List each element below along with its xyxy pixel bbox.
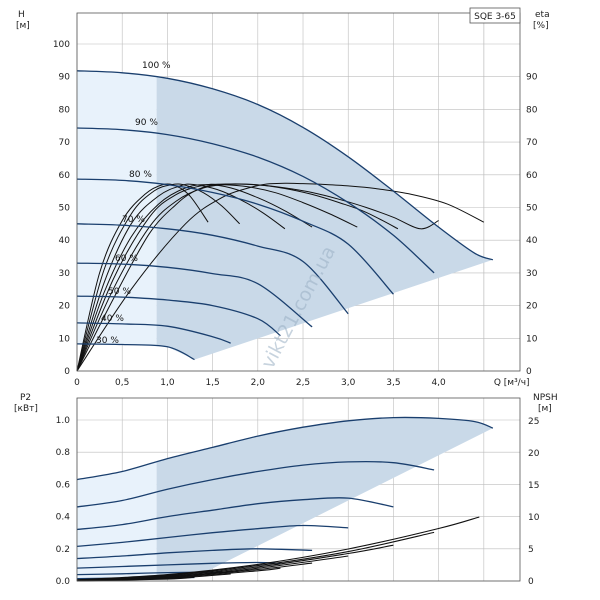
npsh-curve-8 bbox=[76, 576, 195, 582]
x-tick-label: 1,5 bbox=[205, 378, 219, 388]
npsh-tick-label: 10 bbox=[528, 513, 540, 523]
y-tick-label: 0 bbox=[64, 367, 70, 377]
p2-tick-label: 0.4 bbox=[56, 513, 71, 523]
x-tick-label: Q [м³/ч] bbox=[494, 378, 530, 388]
y-tick-label: 10 bbox=[59, 334, 71, 344]
head-curve-50 bbox=[76, 295, 281, 337]
model-label: SQE 3-65 bbox=[474, 12, 516, 22]
y-tick-label: 60 bbox=[59, 171, 71, 181]
x-tick-label: 0,5 bbox=[115, 378, 129, 388]
speed-label-100: 100 % bbox=[142, 61, 171, 71]
npsh-tick-label: 25 bbox=[528, 417, 539, 427]
eta-tick-label: 30 bbox=[526, 269, 538, 279]
p2-axis-unit: [кВт] bbox=[14, 404, 38, 414]
head-curve-40 bbox=[76, 322, 231, 344]
x-tick-label: 3,0 bbox=[341, 378, 356, 388]
speed-label-40: 40 % bbox=[101, 314, 124, 324]
head-curve-chart: 100 % 90 % 80 % 70 % 60 % 50 % 40 % 30 % 0 10 20 30… bbox=[16, 7, 550, 388]
light-operating-area bbox=[77, 461, 157, 579]
p2-tick-label: 1.0 bbox=[56, 416, 71, 426]
y-tick-label: 20 bbox=[59, 302, 71, 312]
p2-tick-label: 0.8 bbox=[56, 448, 71, 458]
speed-label-70: 70 % bbox=[122, 215, 145, 225]
speed-label-80: 80 % bbox=[129, 170, 152, 180]
x-tick-label: 1,0 bbox=[160, 378, 175, 388]
plot-frame bbox=[76, 397, 521, 582]
y-tick-label: 90 bbox=[59, 73, 71, 83]
y-tick-label: 30 bbox=[59, 269, 71, 279]
p2-tick-label: 0.6 bbox=[56, 480, 71, 490]
npsh-axis-unit: [м] bbox=[538, 404, 552, 414]
eta-curve-1 bbox=[76, 182, 485, 372]
x-tick-label: 3,5 bbox=[386, 378, 400, 388]
y-axis-unit: [м] bbox=[16, 21, 30, 31]
y-tick-label: 100 bbox=[53, 40, 70, 50]
eta-tick-label: 90 bbox=[526, 73, 538, 83]
eta-tick-label: 0 bbox=[526, 367, 532, 377]
y-tick-label: 50 bbox=[59, 204, 71, 214]
x-tick-label: 0 bbox=[74, 378, 80, 388]
head-curve-30 bbox=[76, 343, 195, 361]
p2-axis-label: P2 bbox=[20, 393, 31, 403]
light-operating-area bbox=[77, 70, 157, 347]
npsh-tick-label: 0 bbox=[528, 577, 534, 587]
plot-frame bbox=[76, 12, 521, 372]
operating-area bbox=[156, 77, 493, 360]
speed-label-50: 50 % bbox=[108, 287, 131, 297]
head-curve-60 bbox=[76, 262, 313, 328]
power-curve-3 bbox=[76, 497, 394, 531]
y-tick-label: 40 bbox=[59, 236, 71, 246]
x-tick-label: 2,0 bbox=[251, 378, 266, 388]
eta-tick-label: 70 bbox=[526, 138, 538, 148]
eta-tick-label: 40 bbox=[526, 236, 538, 246]
head-curve-90 bbox=[76, 127, 435, 274]
eta-tick-label: 10 bbox=[526, 334, 538, 344]
power-npsh-chart: 0.0 0.2 0.4 0.6 0.8 1.0 0 5 10 15 20 25 P2[кВт] NPSH[… bbox=[14, 393, 558, 587]
power-curve-4 bbox=[76, 524, 349, 548]
npsh-tick-label: 20 bbox=[528, 449, 540, 459]
eta-axis-label: eta bbox=[535, 10, 550, 20]
power-curve-2 bbox=[76, 460, 435, 508]
y-tick-label: 80 bbox=[59, 105, 71, 115]
eta-curve-5 bbox=[76, 184, 313, 372]
speed-label-90: 90 % bbox=[135, 118, 158, 128]
eta-axis-unit: [%] bbox=[533, 21, 549, 31]
power-curve-1 bbox=[76, 416, 494, 481]
model-label-box bbox=[469, 7, 521, 24]
x-tick-label: 4,0 bbox=[431, 378, 446, 388]
y-tick-label: 70 bbox=[59, 138, 71, 148]
speed-label-30: 30 % bbox=[96, 336, 119, 346]
power-curve-5 bbox=[76, 548, 313, 560]
p2-tick-label: 0.2 bbox=[56, 545, 70, 555]
eta-curve-8 bbox=[76, 183, 209, 372]
eta-tick-label: 20 bbox=[526, 302, 538, 312]
speed-label-60: 60 % bbox=[115, 254, 138, 264]
p2-tick-label: 0.0 bbox=[56, 577, 71, 587]
npsh-tick-label: 15 bbox=[528, 481, 539, 491]
npsh-tick-label: 5 bbox=[528, 545, 534, 555]
y-axis-label: H bbox=[18, 10, 25, 20]
head-curve-100 bbox=[76, 70, 494, 261]
head-curve-70 bbox=[76, 223, 349, 315]
eta-tick-label: 60 bbox=[526, 171, 538, 181]
eta-tick-label: 50 bbox=[526, 204, 538, 214]
x-tick-label: 2,5 bbox=[296, 378, 310, 388]
power-curve-6 bbox=[76, 561, 281, 569]
eta-curve-3 bbox=[76, 183, 399, 372]
npsh-axis-label: NPSH bbox=[533, 393, 558, 403]
eta-curve-4 bbox=[76, 183, 358, 372]
head-curve-80 bbox=[76, 178, 394, 295]
eta-tick-label: 80 bbox=[526, 105, 538, 115]
